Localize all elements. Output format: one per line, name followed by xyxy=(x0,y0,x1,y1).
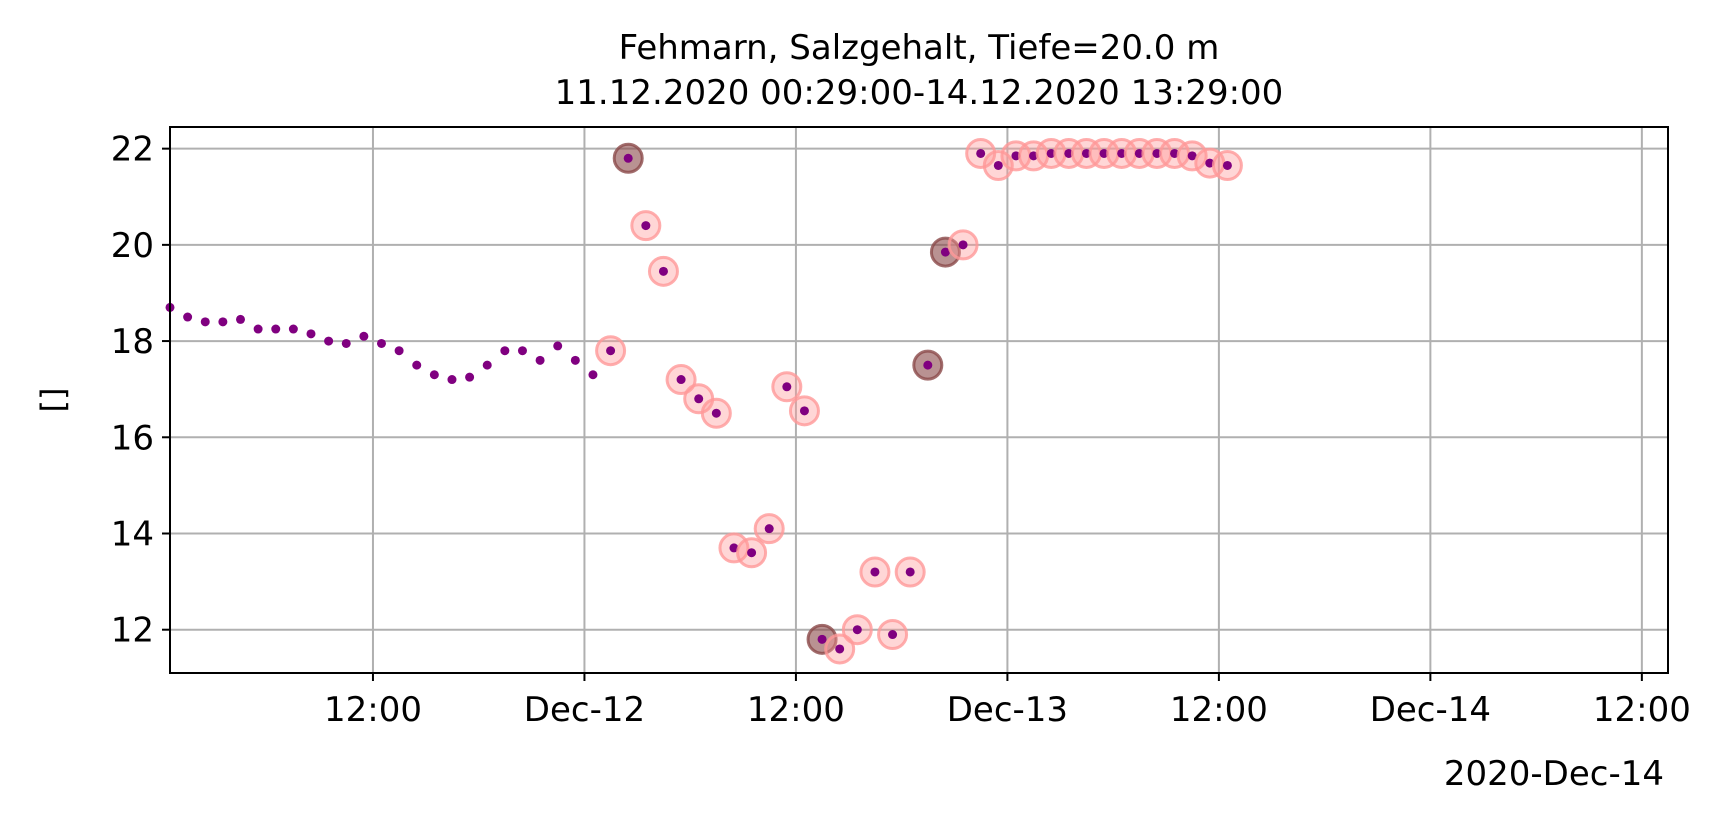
data-point xyxy=(711,408,721,418)
data-point xyxy=(923,360,933,370)
data-point xyxy=(359,331,369,341)
x-tick-label: Dec-12 xyxy=(524,690,645,730)
data-point xyxy=(1152,148,1162,158)
x-tick-label: Dec-13 xyxy=(947,690,1068,730)
data-point xyxy=(835,644,845,654)
data-point xyxy=(341,338,351,348)
data-point xyxy=(782,382,792,392)
data-point xyxy=(993,160,1003,170)
data-point xyxy=(676,375,686,385)
x-tick-label: 12:00 xyxy=(1593,690,1691,730)
y-tick-label: 12 xyxy=(111,611,154,651)
data-point xyxy=(235,314,245,324)
y-tick-label: 22 xyxy=(111,130,154,170)
data-point xyxy=(183,312,193,322)
data-point xyxy=(553,341,563,351)
data-point xyxy=(888,630,898,640)
data-point xyxy=(324,336,334,346)
data-point xyxy=(1117,148,1127,158)
data-point xyxy=(271,324,281,334)
data-point xyxy=(799,406,809,416)
data-point xyxy=(394,346,404,356)
data-point xyxy=(1134,148,1144,158)
data-point xyxy=(482,360,492,370)
data-point xyxy=(535,355,545,365)
data-point xyxy=(588,370,598,380)
data-point xyxy=(412,360,422,370)
x-tick-label: Dec-14 xyxy=(1370,690,1491,730)
data-point xyxy=(447,375,457,385)
x-axis-offset-label: 2020-Dec-14 xyxy=(1444,754,1664,794)
data-point xyxy=(1222,160,1232,170)
data-point xyxy=(1046,148,1056,158)
grid xyxy=(170,127,1668,673)
data-point xyxy=(658,266,668,276)
data-point xyxy=(1011,151,1021,161)
y-axis-label: [] xyxy=(34,388,72,413)
data-point xyxy=(747,548,757,558)
data-point xyxy=(465,372,475,382)
chart-subtitle: 11.12.2020 00:29:00-14.12.2020 13:29:00 xyxy=(555,73,1284,113)
data-point xyxy=(376,338,386,348)
data-point xyxy=(253,324,263,334)
chart-title: Fehmarn, Salzgehalt, Tiefe=20.0 m xyxy=(619,28,1220,68)
data-points xyxy=(165,137,1243,665)
data-point xyxy=(764,524,774,534)
data-point xyxy=(976,148,986,158)
data-point xyxy=(606,346,616,356)
data-point xyxy=(641,221,651,231)
x-tick-label: 12:00 xyxy=(747,690,845,730)
data-point xyxy=(870,567,880,577)
data-point xyxy=(623,153,633,163)
data-point xyxy=(500,346,510,356)
data-point xyxy=(429,370,439,380)
plot-area-frame xyxy=(169,126,1669,674)
data-point xyxy=(288,324,298,334)
y-tick-label: 18 xyxy=(111,322,154,362)
data-point xyxy=(1064,148,1074,158)
data-point xyxy=(958,240,968,250)
axes: 12:00 Dec-12 12:00 Dec-13 12:00 Dec-14 12:00 12… xyxy=(111,126,1691,730)
data-point xyxy=(729,543,739,553)
data-point xyxy=(905,567,915,577)
data-point xyxy=(852,625,862,635)
data-point xyxy=(570,355,580,365)
data-point xyxy=(694,394,704,404)
data-point xyxy=(817,634,827,644)
x-tick-label: 12:00 xyxy=(324,690,422,730)
y-tick-label: 14 xyxy=(111,514,154,554)
data-point xyxy=(1187,151,1197,161)
data-point xyxy=(306,329,316,339)
data-point xyxy=(940,247,950,257)
y-tick-label: 20 xyxy=(111,226,154,266)
y-tick-label: 16 xyxy=(111,418,154,458)
data-point xyxy=(218,317,228,327)
data-point xyxy=(1099,148,1109,158)
data-point xyxy=(1081,148,1091,158)
x-tick-label: 12:00 xyxy=(1170,690,1268,730)
data-point xyxy=(200,317,210,327)
data-point xyxy=(517,346,527,356)
